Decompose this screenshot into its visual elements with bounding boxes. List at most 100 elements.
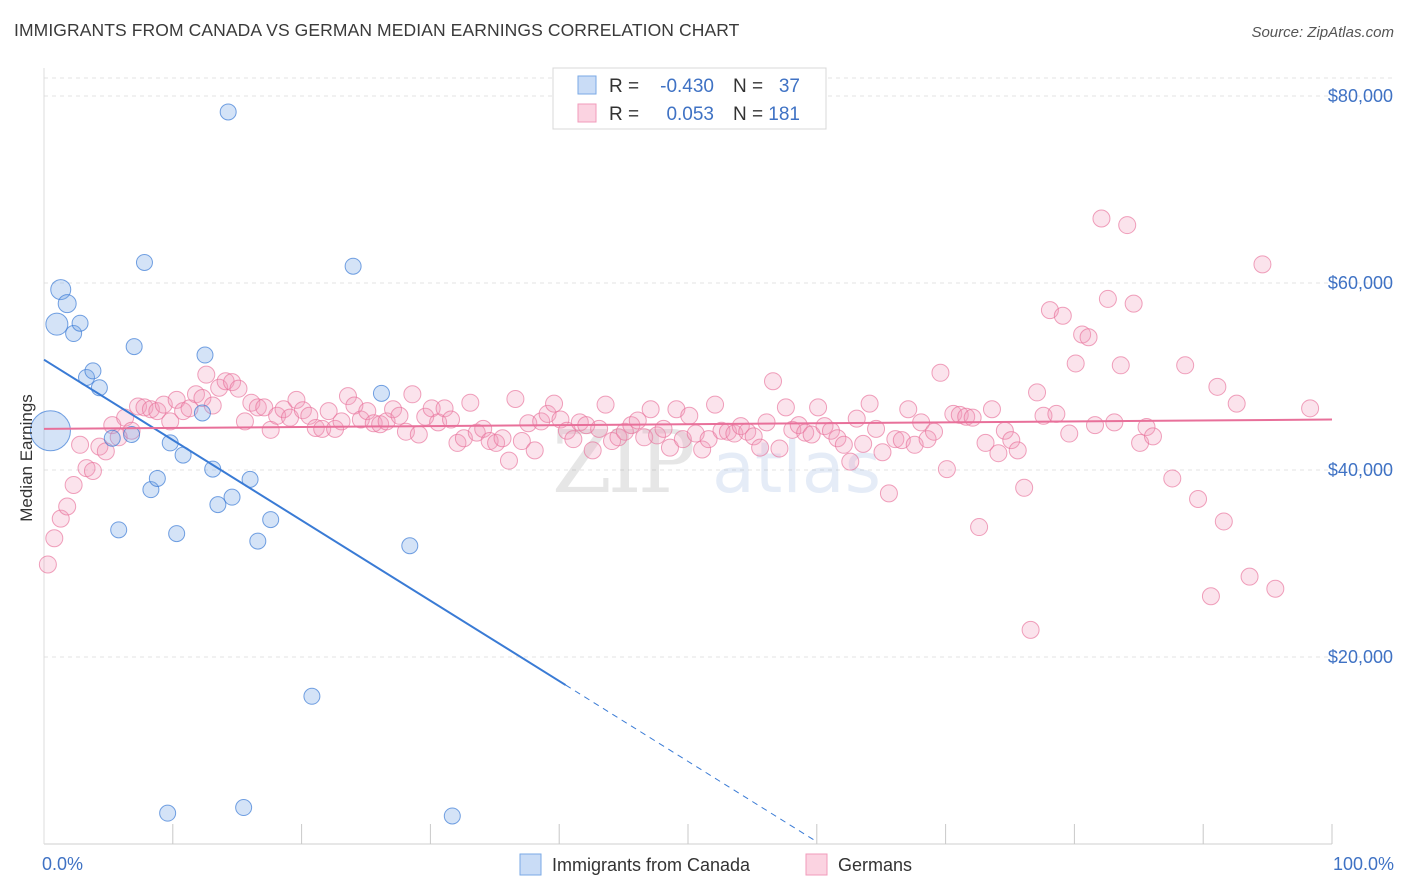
legend-r-german: 0.053 [666,104,714,125]
canada-point-1 [45,312,69,336]
german-point-25 [197,365,216,384]
canada-point-7 [84,362,102,380]
german-point-130 [873,443,892,462]
german-trend-line [43,418,1333,430]
german-point-74 [512,432,531,451]
german-point-85 [583,441,602,460]
german-point-179 [1227,394,1246,413]
german-point-39 [287,390,306,409]
german-point-43 [313,419,332,438]
german-point-154 [1028,383,1047,402]
german-point-0 [38,555,57,574]
german-point-145 [970,518,989,537]
german-point-181 [1253,255,1272,274]
german-point-29 [223,373,242,392]
german-point-13 [122,421,141,440]
german-point-73 [506,389,525,408]
german-point-24 [193,389,212,408]
german-point-131 [879,484,898,503]
german-point-31 [235,412,254,431]
chart-title: IMMIGRANTS FROM CANADA VS GERMAN MEDIAN … [14,20,740,40]
canada-points [29,103,461,825]
german-point-66 [461,393,480,412]
german-point-44 [319,402,338,421]
german-points [38,209,1320,639]
german-point-158 [1053,306,1072,325]
german-point-63 [442,410,461,429]
canada-point-34 [159,804,177,822]
german-point-55 [390,406,409,425]
bottom-legend-swatch-canada [519,853,542,876]
german-point-171 [1137,418,1156,437]
german-point-147 [982,400,1001,419]
german-point-82 [564,430,583,449]
x-ticks [172,824,1333,844]
canada-point-15 [148,469,166,487]
german-point-166 [1105,413,1124,432]
german-point-167 [1111,356,1130,375]
german-point-140 [937,460,956,479]
german-point-165 [1098,289,1117,308]
german-point-87 [596,395,615,414]
german-point-4 [64,475,83,494]
german-point-117 [789,416,808,435]
german-point-54 [384,400,403,419]
source-label: Source: ZipAtlas.com [1251,24,1394,41]
german-point-17 [148,402,167,421]
canada-point-27 [249,532,267,550]
german-point-172 [1143,427,1162,446]
german-point-148 [989,444,1008,463]
canada-point-5 [71,314,89,332]
german-point-163 [1086,416,1105,435]
german-point-97 [660,438,679,457]
trend-lines [43,358,1333,843]
german-point-164 [1092,209,1111,228]
german-point-139 [931,363,950,382]
canada-point-30 [344,257,362,275]
canada-point-25 [235,799,253,817]
german-point-183 [1301,399,1320,418]
german-point-126 [847,409,866,428]
canada-point-29 [303,687,321,705]
legend-box: R = -0.430 N = 37 R = 0.053 N = 181 [552,67,827,130]
bottom-legend-canada: Immigrants from Canada [552,855,751,875]
german-point-70 [487,433,506,452]
german-point-144 [963,408,982,427]
german-point-57 [403,385,422,404]
german-point-19 [161,412,180,431]
german-point-71 [493,429,512,448]
german-point-72 [499,451,518,470]
german-point-115 [776,398,795,417]
bottom-legend-german: Germans [838,855,912,875]
canada-point-3 [57,294,77,314]
german-point-160 [1066,354,1085,373]
german-point-132 [886,430,905,449]
canada-point-31 [372,384,390,402]
german-point-137 [918,430,937,449]
german-point-178 [1214,512,1233,531]
canada-point-33 [443,807,461,825]
german-point-3 [58,497,77,516]
canada-point-10 [110,521,128,539]
german-point-124 [834,435,853,454]
y-tick-label-20000: $20,000 [1328,647,1393,667]
german-point-168 [1118,216,1137,235]
german-point-113 [764,372,783,391]
german-point-169 [1124,294,1143,313]
legend-r-label-german: R = [609,104,639,125]
canada-point-32 [401,537,419,555]
german-point-110 [744,427,763,446]
y-tick-label-60000: $60,000 [1328,273,1393,293]
german-point-176 [1201,587,1220,606]
legend-swatch-canada [577,75,597,95]
german-point-30 [229,379,248,398]
german-point-129 [867,419,886,438]
bottom-legend: Immigrants from Canada Germans [519,853,912,876]
canada-point-12 [125,338,143,356]
german-point-86 [590,419,609,438]
german-point-177 [1208,377,1227,396]
canada-trend-extension [565,684,818,843]
canada-point-28 [262,511,280,529]
german-point-95 [648,426,667,445]
